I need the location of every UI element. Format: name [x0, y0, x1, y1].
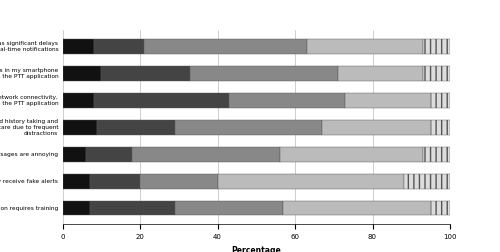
Bar [229, 93, 346, 108]
Bar [132, 147, 280, 162]
Bar [62, 147, 86, 162]
Bar [62, 39, 94, 54]
Bar [62, 174, 90, 188]
Bar [306, 39, 423, 54]
Bar [404, 174, 450, 188]
Bar [190, 66, 338, 81]
Bar [430, 120, 450, 135]
Bar [280, 147, 423, 162]
Bar [62, 120, 98, 135]
Bar [423, 39, 450, 54]
Bar [322, 120, 430, 135]
Bar [98, 120, 175, 135]
Bar [62, 201, 90, 215]
Bar [338, 66, 423, 81]
Bar [144, 39, 306, 54]
Bar [94, 93, 229, 108]
Bar [423, 66, 450, 81]
Bar [62, 66, 101, 81]
Bar [140, 174, 218, 188]
Bar [175, 120, 322, 135]
Bar [430, 93, 450, 108]
Bar [90, 174, 140, 188]
Bar [346, 93, 430, 108]
Bar [86, 147, 132, 162]
X-axis label: Percentage: Percentage [232, 245, 281, 252]
Bar [423, 147, 450, 162]
Bar [62, 93, 94, 108]
Bar [218, 174, 404, 188]
Bar [430, 201, 450, 215]
Bar [90, 201, 175, 215]
Bar [175, 201, 284, 215]
Bar [284, 201, 430, 215]
Bar [94, 39, 144, 54]
Bar [101, 66, 190, 81]
